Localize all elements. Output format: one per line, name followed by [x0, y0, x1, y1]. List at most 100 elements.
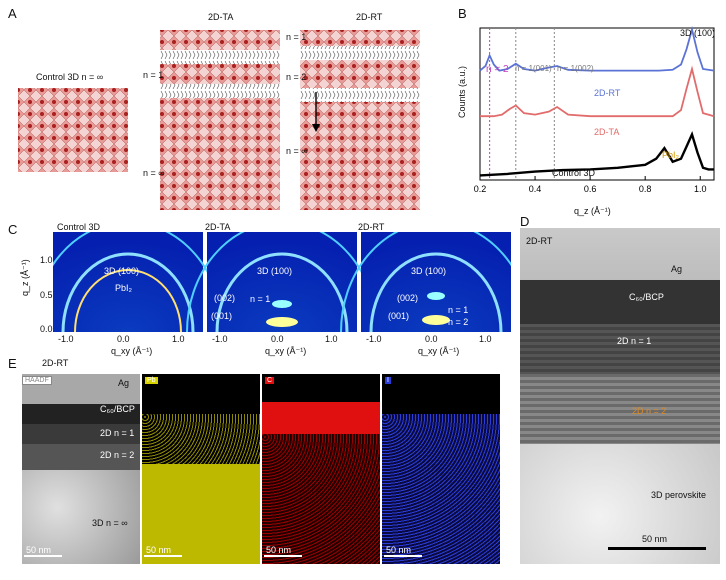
rt-n1-label: n = 1 [286, 32, 307, 42]
eds-map-c [262, 374, 380, 564]
ta-2d-layer [160, 64, 280, 84]
xrd-chart: 0.2 0.4 0.6 0.8 1.0 [474, 25, 715, 194]
c-title-control: Control 3D [57, 222, 101, 232]
vline-002-label: n = 1(002) [557, 64, 594, 73]
panel-c-label: C [8, 222, 18, 237]
peak-100-label: 3D (100) [680, 28, 716, 38]
c-title-ta: 2D-TA [205, 222, 231, 232]
d-bulk-label: 3D perovskite [651, 490, 707, 500]
x-tick-label: 0.8 [639, 184, 652, 194]
c-ta-002: (002) [214, 293, 236, 303]
c-rt-002: (002) [397, 293, 419, 303]
rt-3d-lattice [300, 102, 420, 210]
c-xtick: 0.0 [425, 334, 438, 344]
d-c60-label: C₆₀/BCP [629, 292, 664, 302]
d-ag-label: Ag [671, 264, 683, 274]
d-scale-label: 50 nm [642, 534, 668, 544]
c-ring-label-ta: 3D (100) [257, 266, 293, 276]
c-xtick: 1.0 [172, 334, 185, 344]
curve-label-ta: 2D-TA [594, 127, 620, 137]
giwaxs-maps [53, 232, 511, 332]
c-pbi2-label: PbI₂ [115, 283, 133, 293]
eds-map-i [382, 374, 500, 564]
e-ag-label: Ag [118, 378, 130, 388]
c-xtick: -1.0 [366, 334, 382, 344]
haadf-image [22, 374, 140, 564]
pb-scalebar [144, 555, 182, 557]
c-ytick-2: 0.5 [40, 290, 53, 300]
ta-ninf-label: n = ∞ [143, 168, 165, 178]
rt-n1-layer [300, 30, 420, 46]
giwaxs-rt [340, 232, 511, 332]
c-xlabel: q_xy (Å⁻¹) [418, 346, 460, 356]
d-n1-label: 2D n = 1 [617, 336, 652, 346]
e-title: 2D-RT [42, 358, 69, 368]
d-title: 2D-RT [526, 236, 553, 246]
ta-organic-layer [160, 50, 280, 64]
e-n1-label: 2D n = 1 [100, 428, 135, 438]
vline-001-label: n = 1(001) [515, 64, 552, 73]
i-scalebar [384, 555, 422, 557]
series-line-0 [479, 25, 715, 72]
b-xlabel: q_z (Å⁻¹) [574, 206, 611, 216]
d-n2-label: 2D n = 2 [632, 406, 667, 416]
ta-n1-label: n = 1 [143, 70, 164, 80]
d-scalebar [608, 547, 706, 550]
series-line-2 [479, 130, 714, 177]
control-3d-title: Control 3D n = ∞ [36, 72, 104, 82]
c-xlabel: q_xy (Å⁻¹) [265, 346, 307, 356]
rt-n2-label: n = 2 [286, 72, 307, 82]
panel-e-label: E [8, 356, 17, 371]
giwaxs-control [53, 232, 224, 332]
rt-organic-layer [300, 46, 420, 60]
c-scalebar [264, 555, 302, 557]
eds-tag-pb: Pb [145, 377, 158, 384]
c-rt-001: (001) [388, 311, 410, 321]
vline-n2-label: n = 2 [486, 64, 509, 75]
ta-title: 2D-TA [208, 12, 234, 22]
pbi2-label: PbI₂ [662, 150, 680, 160]
down-arrow-head [312, 124, 320, 132]
rt-n2-layer [300, 60, 420, 88]
c-title-rt: 2D-RT [358, 222, 385, 232]
c-xtick: 1.0 [479, 334, 492, 344]
panel-d-label: D [520, 214, 530, 229]
e-scalebar [24, 555, 62, 557]
c-ytick-3: 0.0 [40, 324, 53, 334]
c-ta-001: (001) [211, 311, 233, 321]
e-n2-label: 2D n = 2 [100, 450, 135, 460]
plot-frame [479, 27, 715, 181]
eds-tag-i: I [385, 377, 391, 384]
c-rt-n2: n = 2 [448, 317, 469, 327]
c-ring-label-control: 3D (100) [104, 266, 140, 276]
b-ylabel: Counts (a.u.) [457, 65, 467, 118]
c-xtick: 1.0 [325, 334, 338, 344]
e-ninf-label: 3D n = ∞ [92, 518, 128, 528]
haadf-tag: HAADF [22, 376, 52, 385]
c-ta-n1: n = 1 [250, 294, 271, 304]
tem-image [520, 228, 720, 564]
x-tick-label: 0.6 [584, 184, 597, 194]
rt-ninf-label: n = ∞ [286, 146, 308, 156]
x-tick-label: 0.4 [529, 184, 542, 194]
ta-organic-layer [160, 84, 280, 98]
panel-b-label: B [458, 6, 467, 21]
c-xtick: -1.0 [212, 334, 228, 344]
c-scale-label: 50 nm [266, 545, 292, 555]
c-xtick: -1.0 [58, 334, 74, 344]
panel-a-lattices [18, 30, 420, 210]
eds-map-pb [142, 374, 260, 564]
ta-3d-lattice [160, 98, 280, 210]
giwaxs-ta [186, 232, 378, 332]
c-rt-n1: n = 1 [448, 305, 469, 315]
x-tick-label: 0.2 [474, 184, 487, 194]
curve-label-rt: 2D-RT [594, 88, 621, 98]
pb-scale-label: 50 nm [146, 545, 172, 555]
curve-label-control: Control 3D [552, 168, 596, 178]
panel-a-label: A [8, 6, 17, 21]
c-ring-label-rt: 3D (100) [411, 266, 447, 276]
control-3d-lattice [18, 88, 128, 172]
e-c60-label: C₆₀/BCP [100, 404, 135, 414]
c-xtick: 0.0 [271, 334, 284, 344]
rt-title: 2D-RT [356, 12, 383, 22]
